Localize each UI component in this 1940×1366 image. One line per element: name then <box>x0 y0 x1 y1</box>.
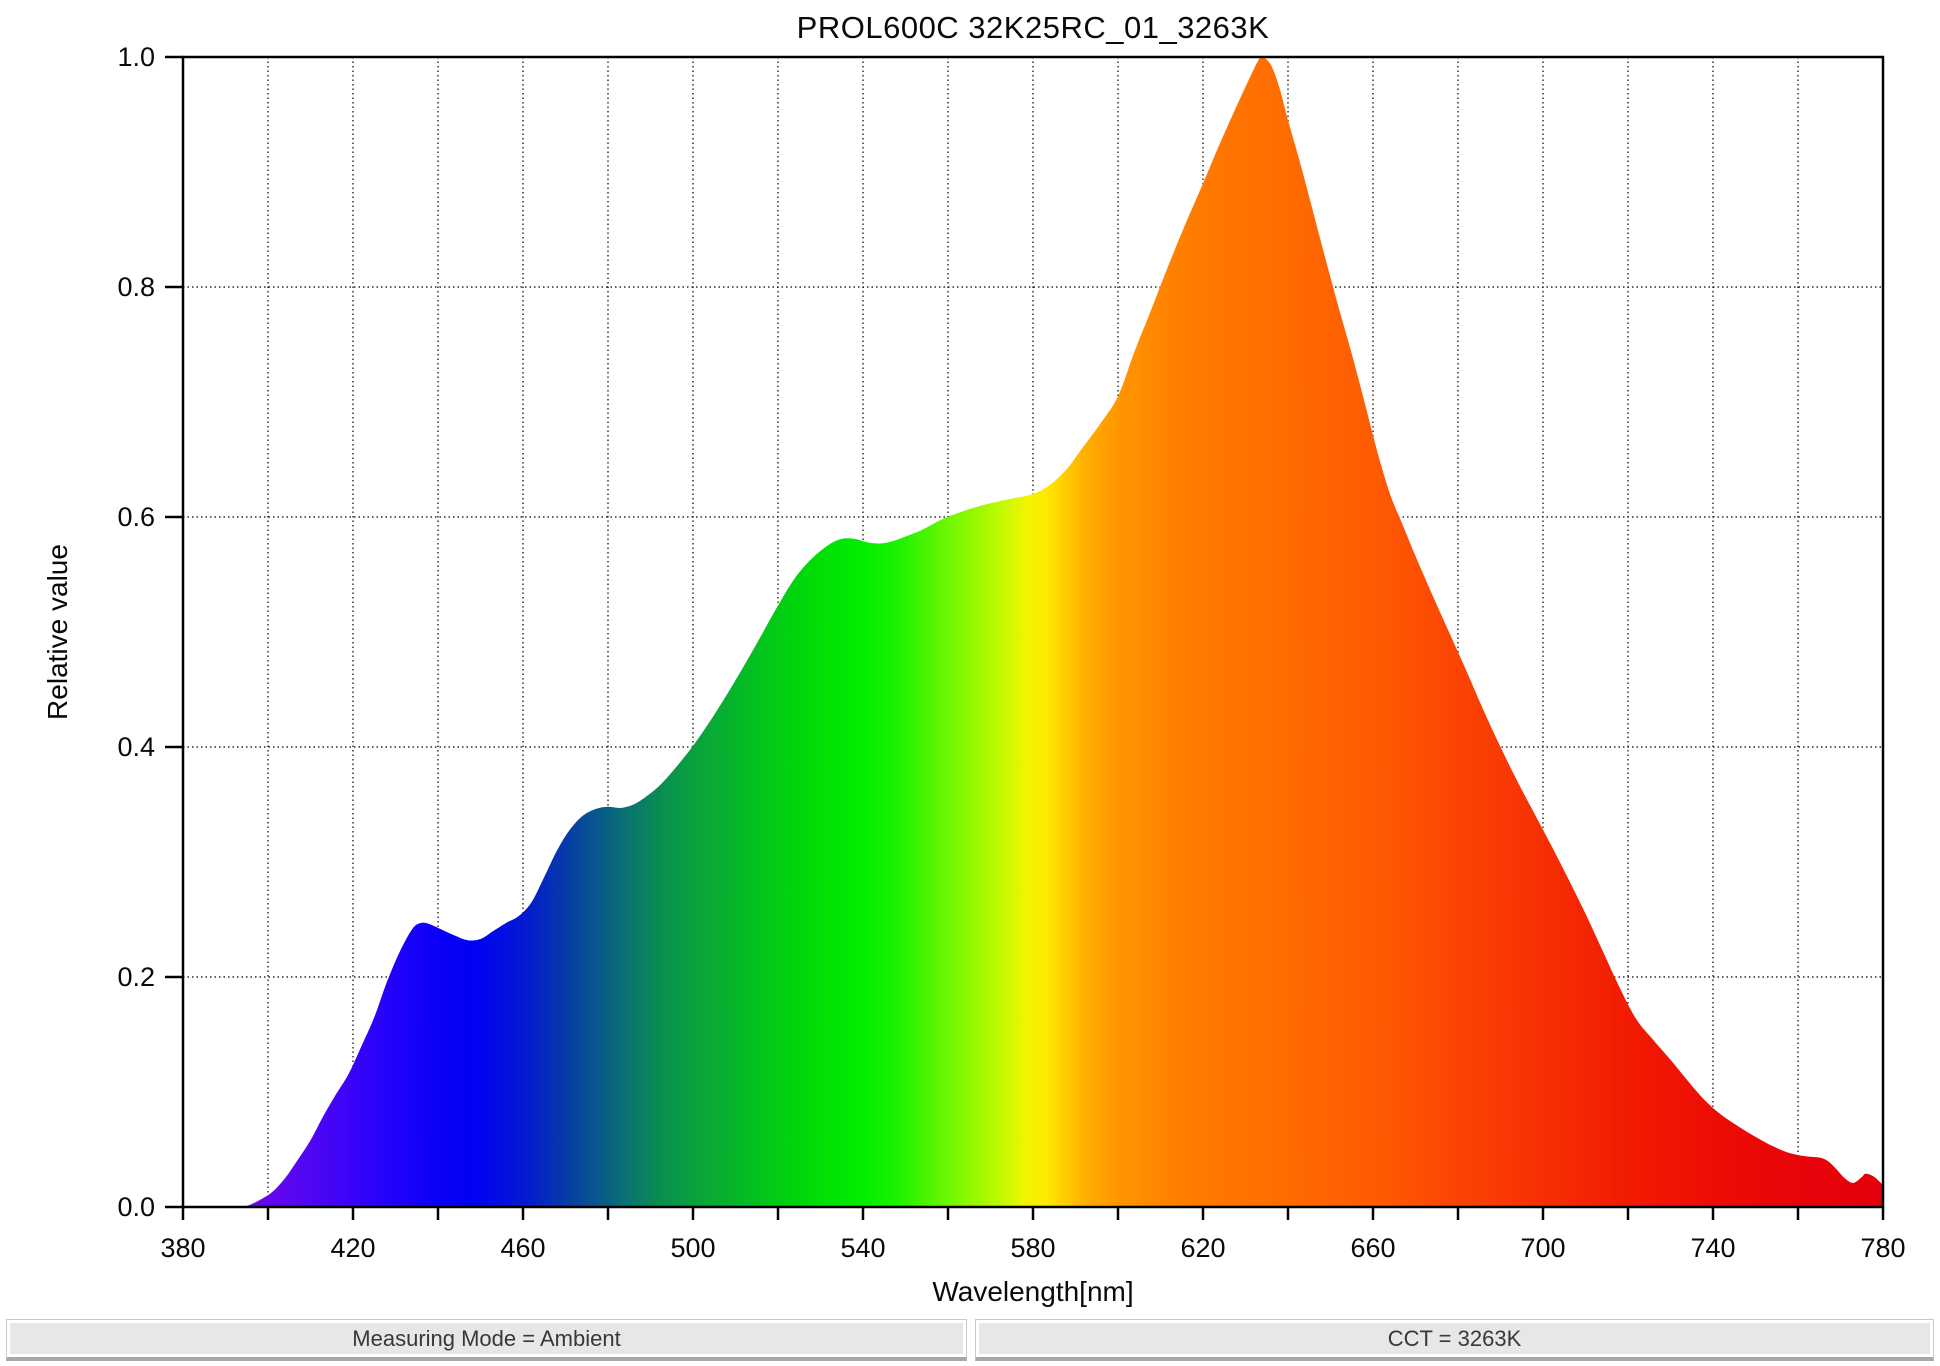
y-tick-label: 0.8 <box>117 272 155 302</box>
y-tick-label: 0.4 <box>117 732 155 762</box>
x-tick-label: 420 <box>330 1233 375 1263</box>
y-tick-label: 0.6 <box>117 502 155 532</box>
y-tick-label: 0.2 <box>117 962 155 992</box>
spectral-area <box>234 57 1883 1207</box>
x-tick-label: 540 <box>840 1233 885 1263</box>
x-axis-title: Wavelength[nm] <box>932 1276 1134 1307</box>
x-tick-label: 740 <box>1690 1233 1735 1263</box>
x-tick-label: 620 <box>1180 1233 1225 1263</box>
measuring-mode-status-bar: Measuring Mode = Ambient <box>6 1319 967 1361</box>
measuring-mode-status-text: Measuring Mode = Ambient <box>10 1323 963 1354</box>
tick-labels: 380 420 460 500 540 580 620 660 700 740 780 0.0 0.2 0… <box>117 42 1905 1263</box>
chart-title: PROL600C 32K25RC_01_3263K <box>796 10 1270 45</box>
cct-status-bar: CCT = 3263K <box>975 1319 1934 1361</box>
x-tick-label: 660 <box>1350 1233 1395 1263</box>
axis-ticks <box>165 55 1885 1220</box>
x-tick-label: 500 <box>670 1233 715 1263</box>
y-axis-title: Relative value <box>42 544 73 720</box>
x-tick-label: 780 <box>1860 1233 1905 1263</box>
y-tick-label: 1.0 <box>117 42 155 72</box>
x-tick-label: 580 <box>1010 1233 1055 1263</box>
cct-status-text: CCT = 3263K <box>979 1323 1930 1354</box>
x-tick-label: 700 <box>1520 1233 1565 1263</box>
spectral-distribution-chart: 380 420 460 500 540 580 620 660 700 740 780 0.0 0.2 0… <box>117 42 1905 1263</box>
x-tick-label: 460 <box>500 1233 545 1263</box>
x-tick-label: 380 <box>160 1233 205 1263</box>
y-tick-label: 0.0 <box>117 1192 155 1222</box>
